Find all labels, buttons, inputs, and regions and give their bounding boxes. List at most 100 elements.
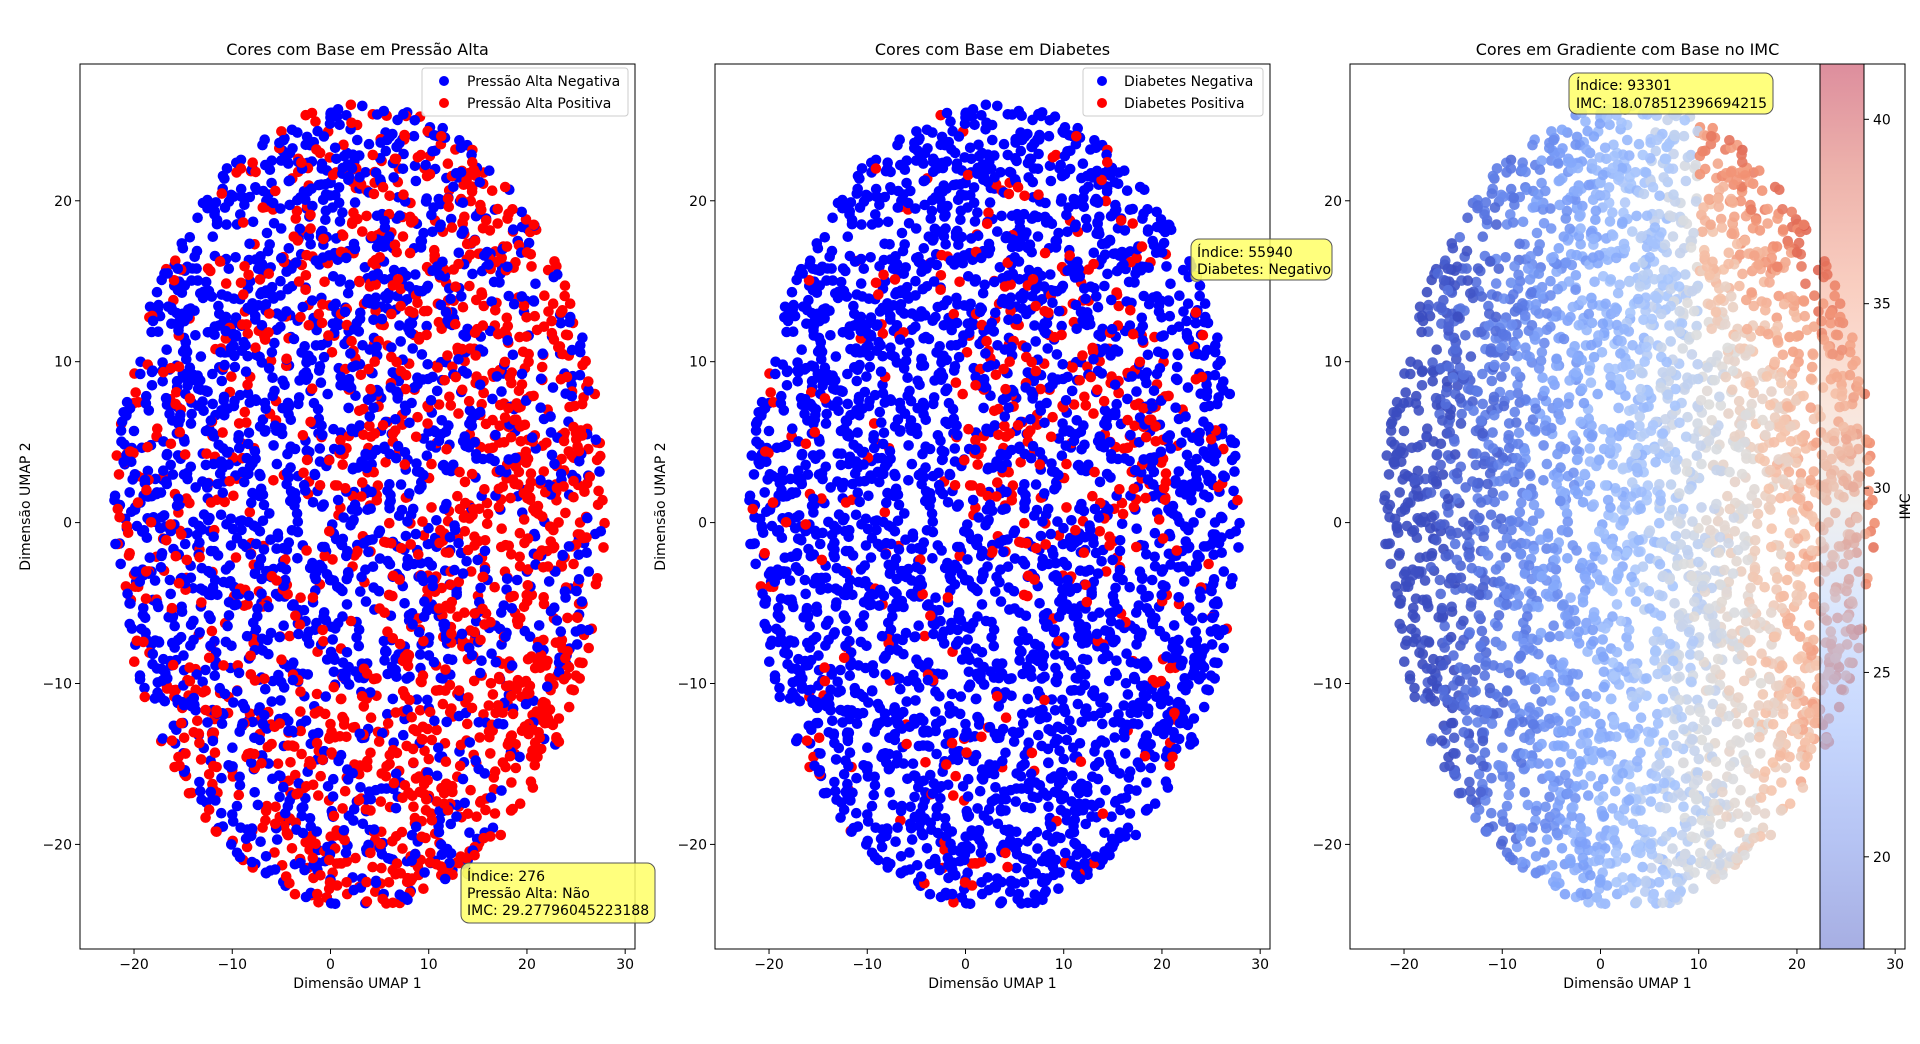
data-point	[226, 371, 237, 382]
data-point	[1029, 320, 1040, 331]
data-point	[492, 203, 504, 215]
data-point	[274, 791, 285, 803]
data-point	[910, 695, 921, 706]
data-point	[471, 811, 482, 822]
data-point	[415, 242, 427, 253]
data-point	[851, 375, 863, 387]
data-point	[361, 668, 373, 679]
data-point	[295, 706, 306, 717]
legend-marker-positiva	[439, 98, 449, 108]
data-point	[234, 516, 246, 527]
data-point	[911, 654, 922, 665]
data-point	[285, 757, 296, 768]
data-point	[418, 305, 430, 317]
data-point	[397, 843, 408, 854]
data-point	[418, 635, 429, 647]
data-point	[555, 307, 567, 318]
data-point	[302, 186, 313, 197]
data-point	[314, 443, 326, 454]
data-point	[457, 568, 469, 579]
data-point	[408, 757, 419, 768]
data-point	[500, 680, 512, 692]
data-point	[557, 348, 568, 360]
data-point	[919, 630, 930, 642]
data-point	[308, 397, 320, 409]
data-point	[387, 897, 399, 909]
data-point	[140, 566, 152, 577]
data-point	[1113, 300, 1125, 312]
data-point	[1122, 442, 1134, 454]
data-point	[520, 446, 532, 458]
data-point	[1088, 576, 1100, 588]
data-point	[166, 602, 178, 614]
data-point	[574, 657, 585, 668]
data-point	[176, 529, 187, 540]
data-point	[814, 538, 826, 550]
data-point	[1061, 734, 1073, 746]
data-point	[301, 545, 312, 556]
data-point	[1205, 670, 1217, 681]
data-point	[174, 760, 185, 772]
data-point	[235, 154, 247, 166]
data-point	[281, 353, 292, 365]
data-point	[435, 524, 446, 536]
data-point	[246, 757, 257, 768]
data-point	[230, 552, 242, 563]
data-point	[317, 299, 328, 310]
data-point	[306, 759, 317, 770]
data-point	[382, 293, 394, 304]
data-point	[386, 342, 397, 353]
data-point	[353, 640, 365, 652]
data-point	[354, 420, 366, 431]
data-point	[535, 402, 546, 414]
data-point	[863, 697, 874, 708]
data-point	[417, 286, 428, 297]
data-point	[456, 628, 468, 640]
data-point	[289, 443, 301, 455]
data-point	[453, 354, 464, 365]
data-point	[147, 315, 159, 327]
data-point	[140, 593, 152, 604]
data-point	[1069, 537, 1080, 549]
data-point	[407, 343, 419, 354]
data-point	[397, 163, 409, 175]
data-point	[1034, 598, 1045, 609]
data-point	[209, 545, 220, 557]
data-point	[421, 450, 433, 462]
data-point	[384, 190, 395, 202]
data-point	[227, 742, 238, 753]
data-point	[161, 535, 172, 546]
data-point	[961, 347, 973, 358]
data-point	[278, 620, 290, 631]
data-point	[784, 575, 796, 586]
data-point	[581, 532, 592, 543]
data-point	[435, 219, 447, 230]
data-point	[339, 785, 351, 797]
data-point	[869, 516, 881, 527]
data-point	[258, 499, 270, 511]
data-point	[451, 586, 463, 598]
data-point	[225, 513, 237, 525]
data-point	[257, 719, 269, 730]
data-point	[353, 624, 365, 636]
data-point	[300, 485, 311, 496]
data-point	[465, 566, 477, 577]
data-point	[256, 633, 268, 645]
data-point	[391, 831, 402, 842]
data-point	[260, 425, 271, 436]
data-point	[386, 538, 397, 549]
data-point	[371, 210, 383, 222]
data-point	[327, 554, 338, 565]
data-point	[160, 392, 172, 404]
data-point	[468, 503, 479, 515]
data-point	[992, 100, 1003, 112]
data-point	[298, 467, 309, 479]
data-point	[545, 411, 556, 422]
data-point	[562, 329, 574, 341]
data-point	[368, 188, 380, 200]
data-point	[412, 297, 423, 309]
data-point	[421, 320, 433, 332]
data-point	[300, 139, 312, 151]
data-point	[283, 715, 294, 727]
data-point	[437, 698, 449, 710]
